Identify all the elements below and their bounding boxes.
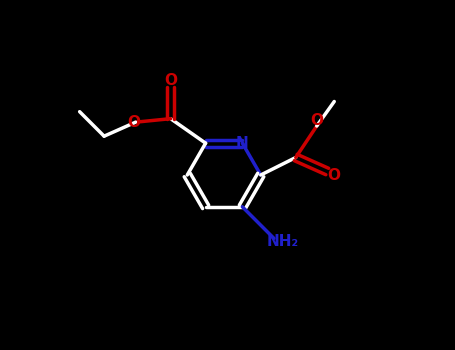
Text: N: N [236, 136, 249, 150]
Text: NH₂: NH₂ [267, 234, 298, 249]
Text: O: O [127, 115, 141, 130]
Text: O: O [328, 168, 341, 182]
Text: O: O [164, 74, 177, 88]
Text: O: O [310, 113, 323, 128]
